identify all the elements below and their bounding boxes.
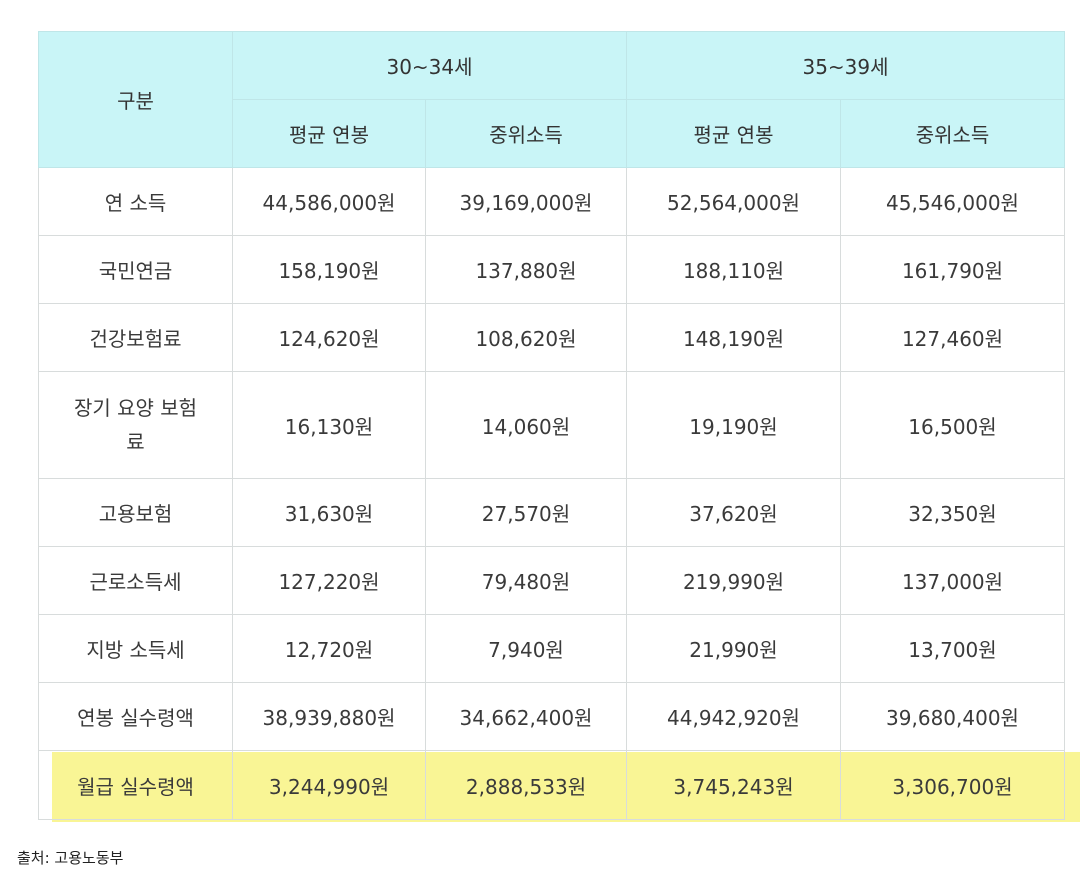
table-row: 근로소득세 127,220원 79,480원 219,990원 137,000원 [38, 546, 1065, 615]
cell: 108,620원 [425, 303, 627, 372]
cell: 127,220원 [232, 546, 426, 615]
corner-header: 구분 [38, 31, 233, 168]
group-header-30-34: 30~34세 [232, 31, 627, 100]
cell: 158,190원 [232, 235, 426, 304]
cell: 219,990원 [626, 546, 841, 615]
subheader: 평균 연봉 [626, 99, 841, 168]
row-label: 고용보험 [38, 478, 233, 547]
subheader: 평균 연봉 [232, 99, 426, 168]
table-row-highlighted: 월급 실수령액 3,244,990원 2,888,533원 3,745,243원… [38, 750, 1065, 820]
cell: 12,720원 [232, 614, 426, 683]
table-row: 연봉 실수령액 38,939,880원 34,662,400원 44,942,9… [38, 682, 1065, 751]
cell: 37,620원 [626, 478, 841, 547]
table-row: 국민연금 158,190원 137,880원 188,110원 161,790원 [38, 235, 1065, 304]
cell: 39,169,000원 [425, 167, 627, 236]
cell: 161,790원 [840, 235, 1065, 304]
table-row: 지방 소득세 12,720원 7,940원 21,990원 13,700원 [38, 614, 1065, 683]
row-label: 국민연금 [38, 235, 233, 304]
cell: 137,000원 [840, 546, 1065, 615]
row-label: 장기 요양 보험료 [38, 371, 233, 479]
cell: 44,586,000원 [232, 167, 426, 236]
row-label: 연봉 실수령액 [38, 682, 233, 751]
table-row: 고용보험 31,630원 27,570원 37,620원 32,350원 [38, 478, 1065, 547]
cell: 124,620원 [232, 303, 426, 372]
cell: 3,244,990원 [232, 750, 426, 820]
cell: 38,939,880원 [232, 682, 426, 751]
cell: 148,190원 [626, 303, 841, 372]
cell: 127,460원 [840, 303, 1065, 372]
cell: 79,480원 [425, 546, 627, 615]
cell: 16,500원 [840, 371, 1065, 479]
cell: 14,060원 [425, 371, 627, 479]
cell: 188,110원 [626, 235, 841, 304]
subheader: 중위소득 [840, 99, 1065, 168]
cell: 44,942,920원 [626, 682, 841, 751]
cell: 3,745,243원 [626, 750, 841, 820]
salary-table: 구분 30~34세 35~39세 평균 연봉 중위소득 평균 연봉 중위소득 연… [38, 31, 1065, 820]
cell: 13,700원 [840, 614, 1065, 683]
table-row: 연 소득 44,586,000원 39,169,000원 52,564,000원… [38, 167, 1065, 236]
cell: 19,190원 [626, 371, 841, 479]
row-label: 연 소득 [38, 167, 233, 236]
cell: 16,130원 [232, 371, 426, 479]
cell: 7,940원 [425, 614, 627, 683]
row-label: 월급 실수령액 [38, 750, 233, 820]
source-caption: 출처: 고용노동부 [17, 849, 124, 867]
cell: 52,564,000원 [626, 167, 841, 236]
table-row: 건강보험료 124,620원 108,620원 148,190원 127,460… [38, 303, 1065, 372]
cell: 31,630원 [232, 478, 426, 547]
cell: 137,880원 [425, 235, 627, 304]
cell: 45,546,000원 [840, 167, 1065, 236]
table-row: 장기 요양 보험료 16,130원 14,060원 19,190원 16,500… [38, 371, 1065, 479]
cell: 34,662,400원 [425, 682, 627, 751]
cell: 27,570원 [425, 478, 627, 547]
row-label: 지방 소득세 [38, 614, 233, 683]
cell: 2,888,533원 [425, 750, 627, 820]
row-label: 근로소득세 [38, 546, 233, 615]
row-label: 건강보험료 [38, 303, 233, 372]
group-header-35-39: 35~39세 [626, 31, 1065, 100]
cell: 32,350원 [840, 478, 1065, 547]
cell: 3,306,700원 [840, 750, 1065, 820]
cell: 21,990원 [626, 614, 841, 683]
subheader: 중위소득 [425, 99, 627, 168]
cell: 39,680,400원 [840, 682, 1065, 751]
